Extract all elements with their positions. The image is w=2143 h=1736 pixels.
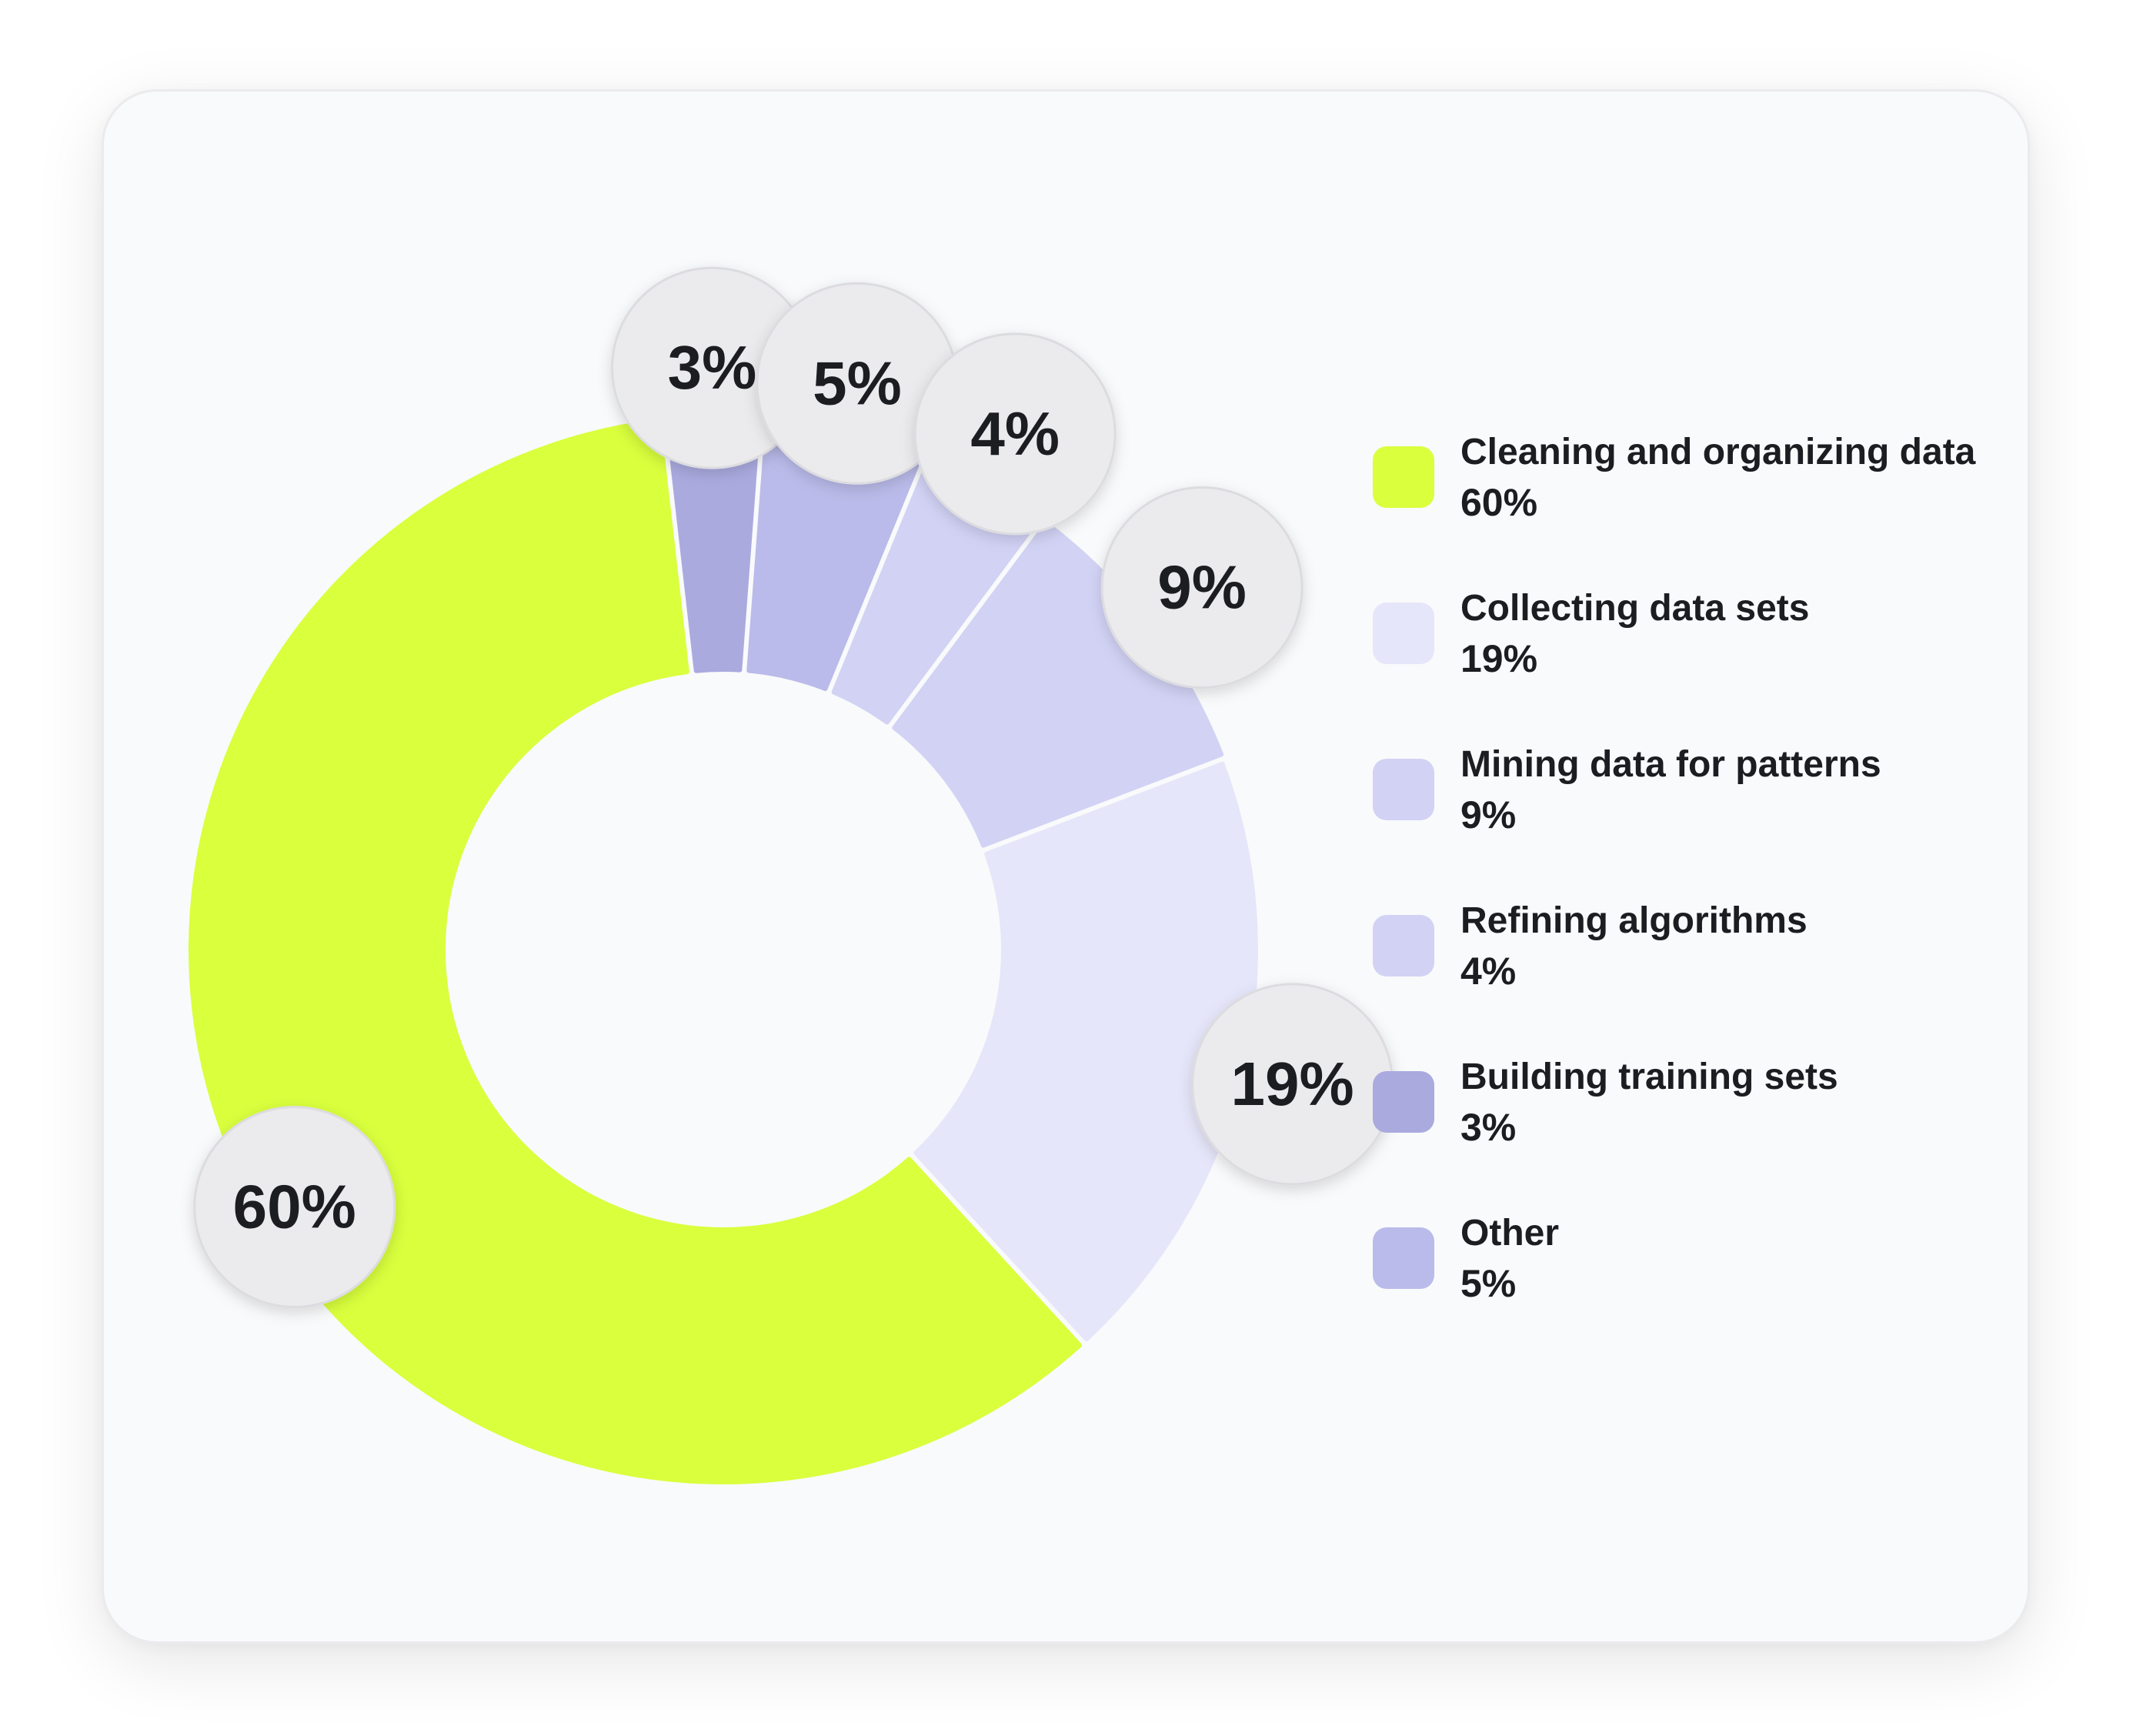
legend-swatch xyxy=(1373,1071,1434,1133)
legend-item-collecting: Collecting data sets 19% xyxy=(1373,584,2004,740)
legend-item-mining: Mining data for patterns 9% xyxy=(1373,740,2004,896)
legend-value: 19% xyxy=(1460,637,1538,680)
value-bubble: 19% xyxy=(1191,983,1394,1186)
legend-value: 4% xyxy=(1460,950,1517,993)
legend-label: Cleaning and organizing data xyxy=(1460,432,1976,472)
legend-label: Building training sets xyxy=(1460,1057,1838,1097)
value-bubble: 60% xyxy=(193,1106,396,1309)
legend-swatch xyxy=(1373,1227,1434,1289)
value-bubble-circle xyxy=(193,1106,396,1309)
legend-label: Other xyxy=(1460,1213,1560,1254)
legend-value: 60% xyxy=(1460,481,1538,524)
value-bubble: 4% xyxy=(913,332,1117,536)
legend-item-cleaning: Cleaning and organizing data 60% xyxy=(1373,428,2004,584)
donut-slices xyxy=(189,415,1258,1484)
value-bubble-label: 5% xyxy=(813,349,902,417)
legend-item-refining: Refining algorithms 4% xyxy=(1373,896,2004,1053)
value-bubble-label: 60% xyxy=(233,1173,356,1241)
value-bubble-circle xyxy=(1100,486,1303,689)
legend-swatch xyxy=(1373,759,1434,820)
legend-swatch xyxy=(1373,915,1434,976)
value-bubble: 9% xyxy=(1100,486,1303,689)
legend-label: Mining data for patterns xyxy=(1460,744,1881,785)
value-bubble-label: 19% xyxy=(1231,1050,1354,1118)
legend-label: Collecting data sets xyxy=(1460,588,1810,629)
value-bubble-circle xyxy=(913,332,1117,536)
donut-slice-collecting-data-sets xyxy=(913,761,1258,1342)
value-bubble-label: 3% xyxy=(668,333,757,402)
value-bubble-label: 4% xyxy=(970,399,1060,468)
value-bubbles: 3% 5% 4% 9% 19% 60% xyxy=(193,266,1394,1309)
legend-swatch xyxy=(1373,603,1434,664)
legend-value: 5% xyxy=(1460,1262,1517,1305)
donut-slice-cleaning-and-organizing-data xyxy=(189,419,1083,1484)
legend-item-building: Building training sets 3% xyxy=(1373,1053,2004,1209)
value-bubble-label: 9% xyxy=(1157,553,1247,621)
legend-item-other: Other 5% xyxy=(1373,1209,2004,1365)
legend-value: 3% xyxy=(1460,1106,1517,1149)
legend-swatch xyxy=(1373,446,1434,508)
legend-label: Refining algorithms xyxy=(1460,900,1808,941)
legend: Cleaning and organizing data 60% Collect… xyxy=(1373,428,2004,1365)
legend-value: 9% xyxy=(1460,793,1517,836)
